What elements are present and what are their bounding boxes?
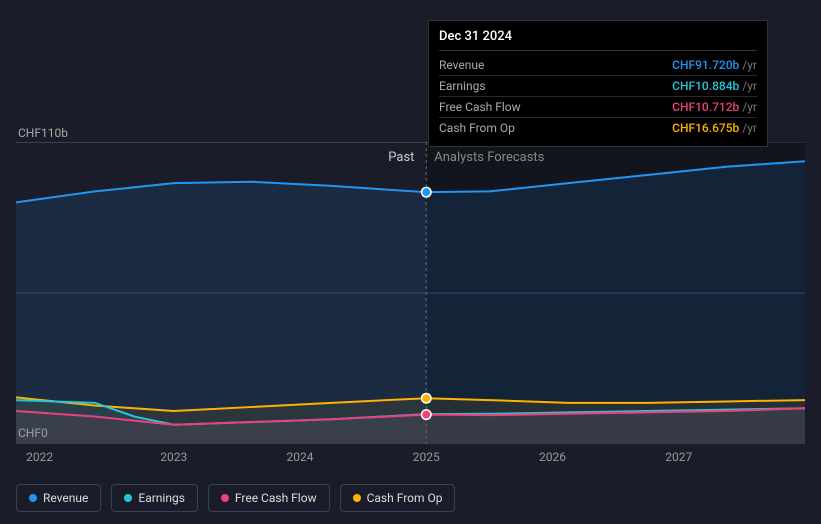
x-tick-label: 2022 [26, 450, 53, 464]
legend-item[interactable]: Revenue [16, 484, 101, 512]
x-tick-label: 2023 [160, 450, 187, 464]
legend-dot-icon [29, 494, 37, 502]
legend-item[interactable]: Free Cash Flow [208, 484, 330, 512]
tooltip-row: Cash From Op CHF16.675b/yr [439, 118, 757, 138]
legend-label: Free Cash Flow [235, 491, 317, 505]
chart-tooltip: Dec 31 2024 Revenue CHF91.720b/yr Earnings… [428, 20, 768, 147]
x-tick-label: 2025 [413, 450, 440, 464]
tooltip-date: Dec 31 2024 [439, 29, 757, 51]
highlight-marker [422, 188, 430, 196]
legend-dot-icon [353, 494, 361, 502]
chart-legend: Revenue Earnings Free Cash Flow Cash From O… [16, 484, 455, 512]
legend-label: Cash From Op [367, 491, 443, 505]
legend-item[interactable]: Cash From Op [340, 484, 456, 512]
highlight-marker [422, 394, 430, 402]
tooltip-metric-value: CHF91.720b/yr [672, 58, 757, 72]
tooltip-metric-label: Earnings [439, 79, 486, 93]
legend-label: Earnings [138, 491, 185, 505]
tooltip-metric-value: CHF10.712b/yr [672, 100, 757, 114]
x-tick-label: 2027 [665, 450, 692, 464]
legend-item[interactable]: Earnings [111, 484, 198, 512]
past-region-label: Past [388, 150, 414, 165]
highlight-marker [422, 411, 430, 419]
tooltip-metric-label: Free Cash Flow [439, 100, 521, 114]
legend-dot-icon [124, 494, 132, 502]
tooltip-metric-label: Cash From Op [439, 121, 515, 135]
legend-label: Revenue [43, 491, 88, 505]
x-tick-label: 2024 [287, 450, 314, 464]
y-axis-max-label: CHF110b [18, 126, 68, 140]
tooltip-metric-value: CHF10.884b/yr [672, 79, 757, 93]
tooltip-row: Free Cash Flow CHF10.712b/yr [439, 97, 757, 118]
tooltip-row: Earnings CHF10.884b/yr [439, 76, 757, 97]
legend-dot-icon [221, 494, 229, 502]
financials-chart[interactable]: Past Analysts Forecasts [16, 142, 805, 444]
x-axis: 2022 2023 2024 2025 2026 2027 [16, 450, 805, 470]
x-tick-label: 2026 [539, 450, 566, 464]
tooltip-metric-label: Revenue [439, 58, 484, 72]
tooltip-rows: Revenue CHF91.720b/yr Earnings CHF10.884b/y… [439, 55, 757, 138]
forecast-region-label: Analysts Forecasts [434, 150, 544, 165]
tooltip-metric-value: CHF16.675b/yr [672, 121, 757, 135]
chart-svg [16, 142, 805, 444]
tooltip-row: Revenue CHF91.720b/yr [439, 55, 757, 76]
